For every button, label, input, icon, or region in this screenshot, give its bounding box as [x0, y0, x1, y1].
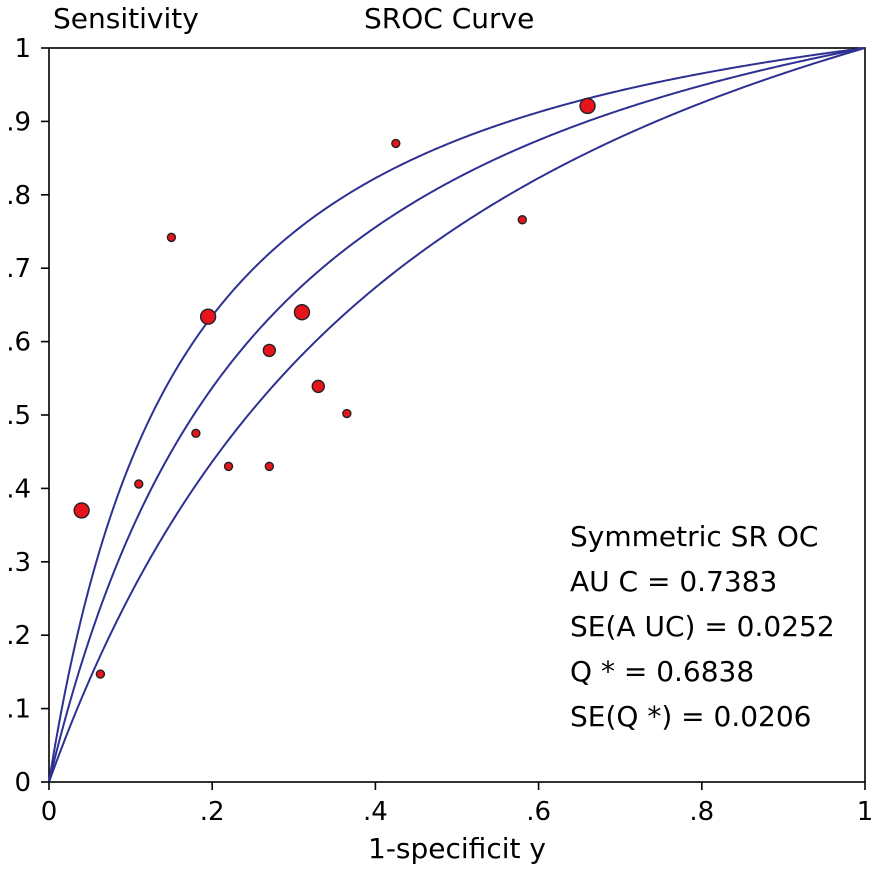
study-points — [73, 97, 596, 679]
sroc-curve-upper — [48, 47, 866, 783]
chart-title: SROC Curve — [364, 2, 535, 35]
study-point — [95, 669, 106, 679]
y-tick-label: .1 — [6, 695, 31, 725]
annotation-q: Q * = 0.6838 — [570, 655, 755, 688]
study-point — [342, 408, 352, 419]
y-tick-label: .7 — [6, 254, 31, 284]
x-tick-label: .2 — [200, 797, 225, 827]
annotation-heading: Symmetric SR OC — [570, 520, 819, 553]
study-point — [517, 215, 527, 225]
sroc-curve-lower — [48, 47, 866, 783]
y-tick-label: .6 — [6, 328, 31, 358]
x-tick-label: .4 — [363, 797, 388, 827]
study-point — [191, 428, 201, 439]
y-tick-label: 0 — [14, 768, 31, 798]
y-tick-label: .4 — [6, 474, 31, 504]
study-point — [293, 304, 311, 321]
study-point — [134, 479, 144, 489]
annotation-se-q: SE(Q *) = 0.0206 — [570, 700, 812, 733]
sroc-curves — [48, 47, 866, 783]
y-tick-label: .5 — [6, 401, 31, 431]
study-point — [579, 97, 596, 115]
annotation-se-auc: SE(A UC) = 0.0252 — [570, 610, 835, 643]
study-point — [391, 138, 401, 149]
study-point — [264, 461, 275, 472]
study-point — [311, 379, 325, 394]
x-tick-label: 1 — [857, 797, 874, 827]
study-point — [73, 502, 90, 519]
y-tick-label: .9 — [6, 107, 31, 137]
study-point — [262, 343, 277, 358]
x-axis-label: 1-specificit y — [368, 832, 546, 865]
y-tick-label: .2 — [6, 621, 31, 651]
study-point — [166, 232, 177, 243]
sroc-curve-sroc — [48, 47, 866, 783]
y-tick-label: 1 — [14, 34, 31, 64]
study-point — [199, 308, 217, 325]
x-tick-label: .6 — [526, 797, 551, 827]
study-point — [223, 461, 234, 472]
x-tick-label: .8 — [689, 797, 714, 827]
x-tick-label: 0 — [41, 797, 58, 827]
y-tick-label: .3 — [6, 548, 31, 578]
axis-ticks: 0 .2 .4 .6 .8 1 0 .1 .2 .3 .4 .5 .6 .7 .8 .9 1 — [6, 34, 873, 827]
annotation-auc: AU C = 0.7383 — [570, 565, 778, 598]
y-tick-label: .8 — [6, 181, 31, 211]
y-axis-label: Sensitivity — [53, 2, 199, 35]
